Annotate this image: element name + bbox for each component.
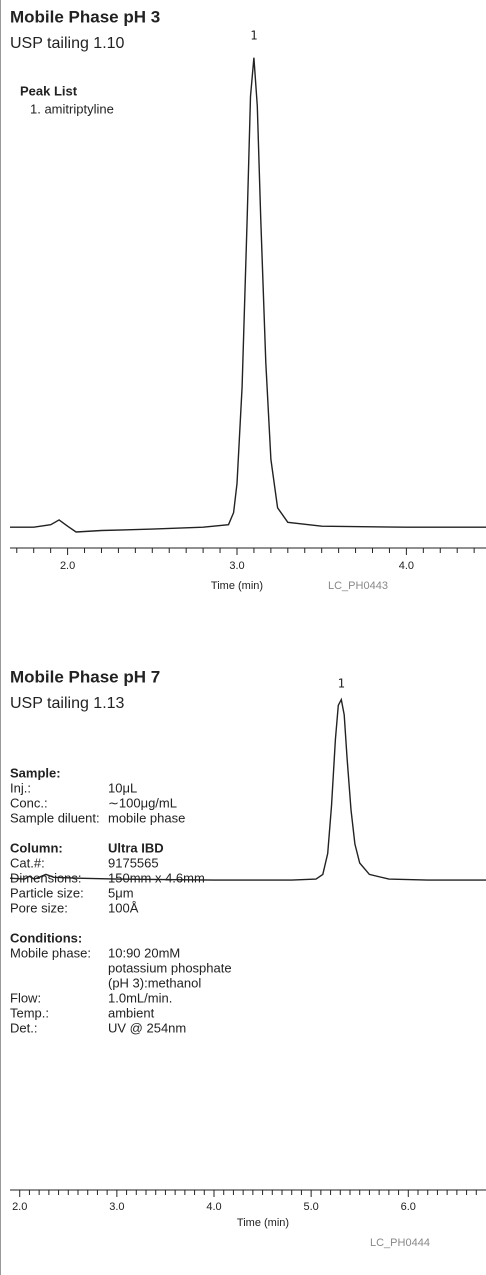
chart-subtitle: USP tailing 1.13 (10, 695, 125, 712)
peak-label: 1 (250, 29, 257, 43)
notes-value: 5μm (108, 885, 134, 900)
notes-value: 1.0mL/min. (108, 990, 172, 1005)
notes-heading: Conditions: (10, 930, 82, 945)
notes-label: Cat.#: (10, 855, 45, 870)
peak-label: 1 (338, 677, 345, 691)
notes-heading: Column: (10, 840, 63, 855)
peak-list-item: 1. amitriptyline (30, 101, 114, 116)
x-axis-label: Time (min) (211, 580, 263, 592)
x-tick-label: 3.0 (109, 1201, 124, 1213)
x-tick-label: 4.0 (399, 560, 414, 572)
notes-label: Det.: (10, 1020, 37, 1035)
figure-code: LC_PH0444 (370, 1237, 430, 1249)
x-tick-label: 5.0 (303, 1201, 318, 1213)
notes-value: ambient (108, 1005, 155, 1020)
chart-title: Mobile Phase pH 7 (10, 667, 160, 686)
notes-value: 150mm x 4.6mm (108, 870, 205, 885)
notes-label: Sample diluent: (10, 810, 100, 825)
notes-value: potassium phosphate (108, 960, 232, 975)
chart-subtitle: USP tailing 1.10 (10, 35, 125, 52)
notes-value: 10μL (108, 780, 137, 795)
notes-value: 100Å (108, 900, 139, 915)
x-tick-label: 2.0 (12, 1201, 27, 1213)
x-tick-label: 4.0 (206, 1201, 221, 1213)
notes-value: (pH 3):methanol (108, 975, 201, 990)
notes-label: Particle size: (10, 885, 84, 900)
x-axis-label: Time (min) (237, 1217, 289, 1229)
notes-heading-value: Ultra IBD (108, 840, 164, 855)
notes-label: Flow: (10, 990, 41, 1005)
x-tick-label: 6.0 (401, 1201, 416, 1213)
peak-list-title: Peak List (20, 83, 78, 98)
notes-heading: Sample: (10, 765, 61, 780)
notes-value: ∼100μg/mL (108, 795, 177, 810)
trace (9, 697, 486, 881)
trace (10, 57, 486, 533)
notes-label: Inj.: (10, 780, 31, 795)
notes-label: Dimensions: (10, 870, 82, 885)
x-tick-label: 3.0 (229, 560, 244, 572)
chart-title: Mobile Phase pH 3 (10, 7, 160, 26)
notes-value: mobile phase (108, 810, 185, 825)
notes-value: UV @ 254nm (108, 1020, 186, 1035)
notes-label: Conc.: (10, 795, 48, 810)
figure-code: LC_PH0443 (328, 580, 388, 592)
notes-label: Pore size: (10, 900, 68, 915)
notes-value: 10:90 20mM (108, 945, 180, 960)
notes-value: 9175565 (108, 855, 159, 870)
notes-label: Mobile phase: (10, 945, 91, 960)
notes-label: Temp.: (10, 1005, 49, 1020)
x-tick-label: 2.0 (60, 560, 75, 572)
